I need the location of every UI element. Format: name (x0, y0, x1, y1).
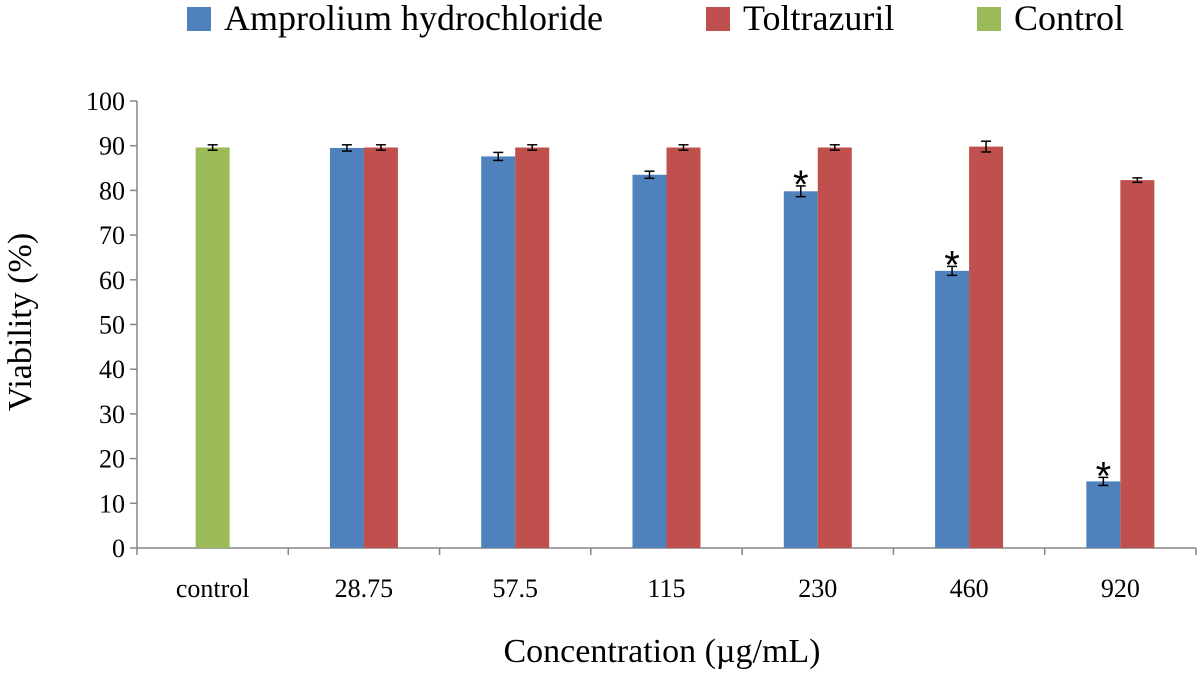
bars (195, 146, 1155, 549)
y-tick-label: 10 (99, 489, 125, 518)
legend: Amprolium hydrochloride Toltrazuril Contro… (187, 0, 1124, 38)
x-tick-label: 920 (1101, 574, 1140, 603)
error-bars (207, 140, 1143, 487)
x-tick-label: control (176, 574, 250, 603)
bar (515, 147, 550, 548)
legend-label: Toltrazuril (743, 0, 894, 38)
y-axis-title: Viability (%) (2, 233, 39, 411)
y-tick-label: 0 (112, 534, 125, 563)
x-tick-label: 28.75 (335, 574, 394, 603)
bar (1120, 180, 1155, 548)
legend-swatch (187, 7, 211, 31)
bar (195, 147, 230, 548)
annotations: * * * (793, 163, 1111, 498)
y-tick-label: 60 (99, 266, 125, 295)
bar (783, 191, 818, 548)
bar (817, 147, 852, 548)
significance-marker: * (793, 163, 809, 207)
y-tick-label: 20 (99, 445, 125, 474)
x-tick-label: 230 (798, 574, 837, 603)
y-tick-label: 50 (99, 311, 125, 340)
legend-swatch (706, 7, 730, 31)
bar (363, 147, 398, 548)
bar (935, 270, 970, 548)
x-tick-label: 57.5 (492, 574, 538, 603)
y-tick-label: 90 (99, 132, 125, 161)
x-tick-label: 460 (950, 574, 989, 603)
bar (969, 146, 1004, 548)
y-tick-label: 80 (99, 176, 125, 205)
legend-label: Amprolium hydrochloride (224, 0, 603, 38)
y-tick-label: 40 (99, 355, 125, 384)
legend-label: Control (1014, 0, 1124, 38)
legend-swatch (977, 7, 1001, 31)
bar (666, 147, 701, 548)
bar (1086, 481, 1121, 548)
x-tick-label: 115 (647, 574, 685, 603)
bar (632, 174, 667, 548)
y-tick-label: 70 (99, 221, 125, 250)
bar (481, 156, 516, 549)
significance-marker: * (944, 243, 960, 287)
y-tick-label: 100 (86, 87, 125, 116)
x-axis-title: Concentration (µg/mL) (503, 633, 820, 670)
significance-marker: * (1096, 454, 1112, 498)
y-tick-label: 30 (99, 400, 125, 429)
bar (329, 147, 364, 548)
axes: 0 10 20 30 40 50 60 70 80 90 100 control 28.75 57.5 11… (86, 87, 1197, 603)
